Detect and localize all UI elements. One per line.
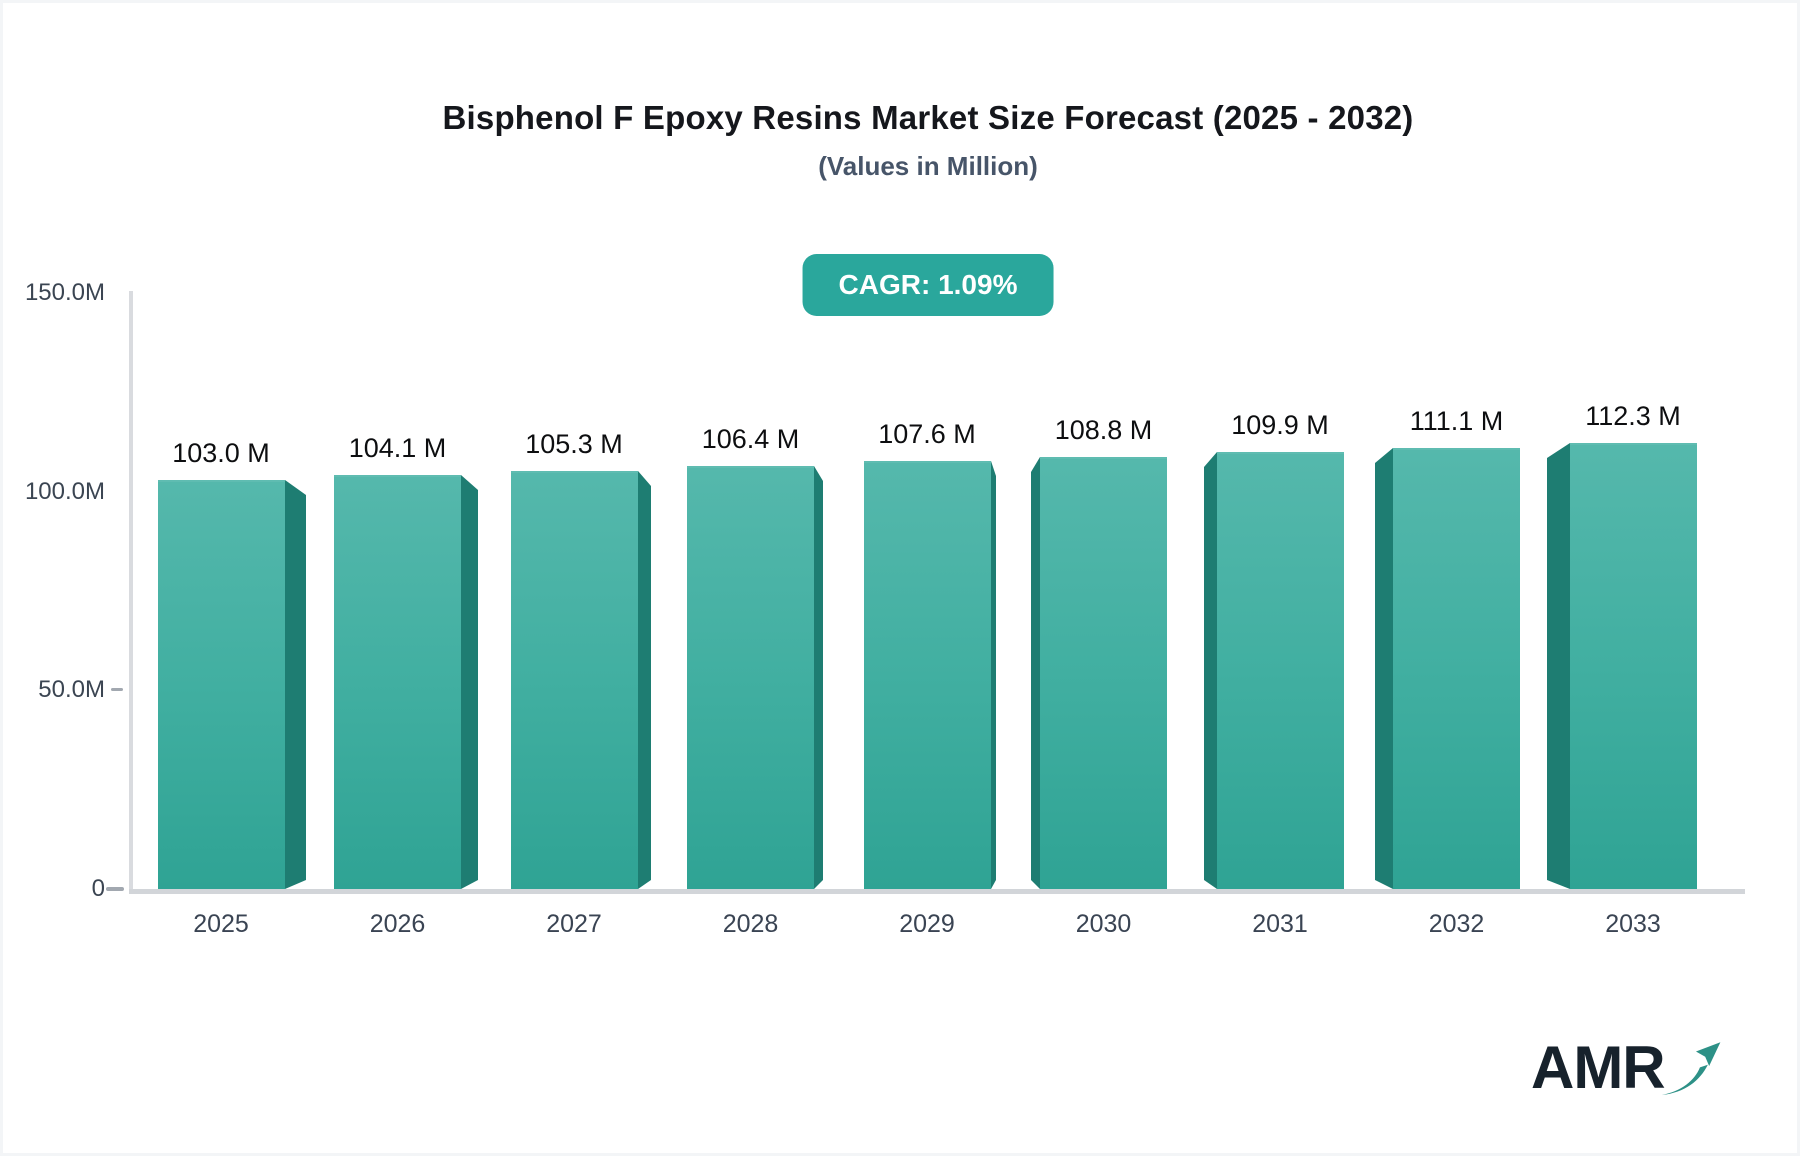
bar-3d-side — [814, 466, 823, 889]
y-axis-tick-mark — [111, 688, 123, 692]
bar-2028 — [687, 466, 814, 889]
bar-3d-side — [991, 461, 996, 889]
bar-2031 — [1217, 452, 1344, 889]
bar-3d-side — [461, 475, 478, 889]
bar-2026 — [334, 475, 461, 889]
bar-value-label: 109.9 M — [1231, 410, 1329, 440]
x-axis-category-label: 2030 — [1075, 910, 1132, 938]
x-axis-category-label: 2026 — [369, 910, 426, 938]
x-axis-category-label: 2027 — [546, 910, 602, 938]
bar-3d-side — [1204, 452, 1217, 889]
y-axis-line — [129, 291, 133, 893]
y-axis-tick-mark — [106, 887, 124, 891]
bar-value-label: 104.1 M — [348, 433, 447, 463]
bar-2030 — [1040, 457, 1167, 889]
bar-value-label: 105.3 M — [525, 429, 623, 459]
bar-2033 — [1570, 443, 1697, 889]
x-axis-category-label: 2032 — [1428, 910, 1485, 938]
x-axis-category-label: 2031 — [1252, 910, 1308, 938]
chart-root: Bisphenol F Epoxy Resins Market Size For… — [3, 3, 1797, 1153]
amr-logo: AMR — [1531, 1033, 1725, 1108]
bar-3d-side — [1375, 448, 1393, 889]
bar-value-label: 111.1 M — [1409, 406, 1504, 436]
bar-2027 — [511, 471, 638, 889]
chart-subtitle: (Values in Million) — [818, 151, 1038, 181]
bar-3d-side — [285, 480, 306, 889]
x-axis-category-label: 2025 — [193, 910, 249, 938]
bar-value-label: 108.8 M — [1054, 415, 1153, 445]
bar-2032 — [1393, 448, 1520, 889]
y-axis-tick-label: 0 — [91, 875, 105, 902]
bar-2029 — [864, 461, 991, 889]
x-axis-category-label: 2028 — [722, 910, 779, 938]
y-axis-tick-label: 50.0M — [38, 676, 105, 704]
cagr-badge: CAGR: 1.09% — [802, 254, 1054, 316]
bar-value-label: 103.0 M — [172, 438, 270, 468]
bar-value-label: 112.3 M — [1585, 401, 1681, 431]
chart-card: Bisphenol F Epoxy Resins Market Size For… — [3, 3, 1797, 1153]
x-axis-category-label: 2029 — [899, 910, 955, 938]
bar-value-label: 107.6 M — [878, 419, 976, 449]
y-axis-tick-label: 150.0M — [24, 279, 105, 306]
bar-value-label: 106.4 M — [701, 424, 800, 454]
bar-3d-side — [1031, 457, 1040, 889]
bar-2025 — [158, 480, 285, 889]
x-axis-baseline — [129, 889, 1745, 894]
bar-3d-side — [638, 471, 651, 889]
growth-arrow-icon — [1659, 1037, 1725, 1108]
y-axis-tick-label: 100.0M — [24, 477, 105, 505]
x-axis-category-label: 2033 — [1605, 910, 1661, 938]
amr-logo-text: AMR — [1531, 1034, 1666, 1101]
chart-title: Bisphenol F Epoxy Resins Market Size For… — [442, 99, 1414, 136]
bar-3d-side — [1547, 443, 1570, 889]
